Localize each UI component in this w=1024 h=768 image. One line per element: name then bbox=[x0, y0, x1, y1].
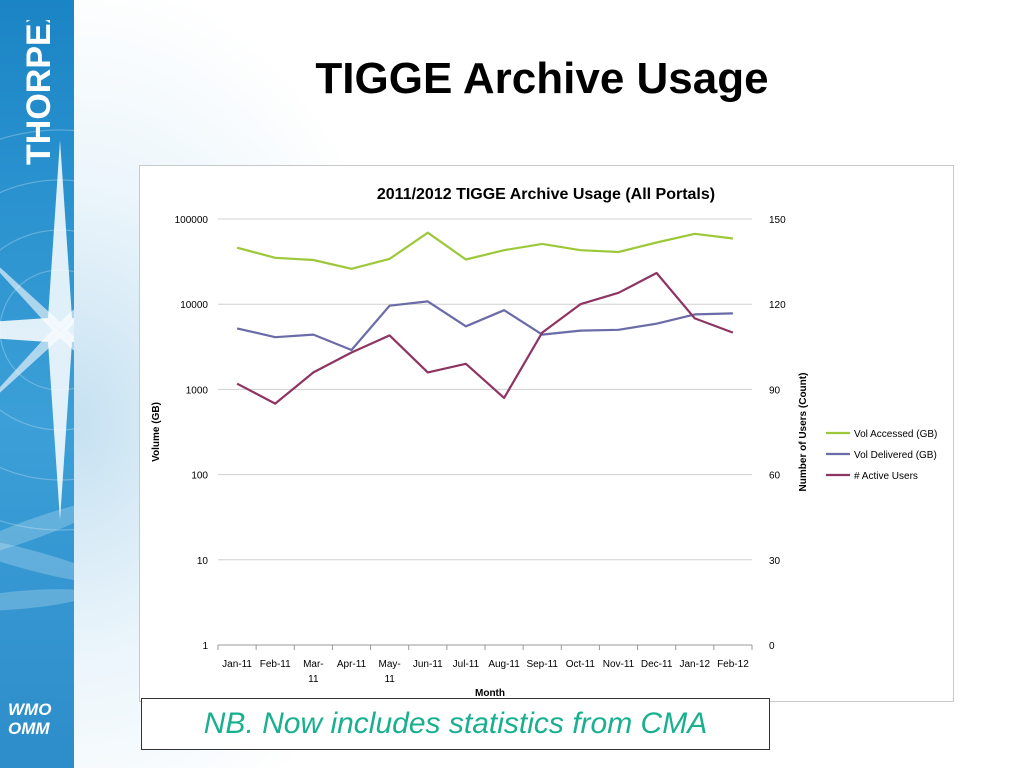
chart-frame: 2011/2012 TIGGE Archive Usage (All Porta… bbox=[139, 165, 954, 702]
legend-label: # Active Users bbox=[854, 471, 918, 482]
y-tick-label: 1 bbox=[202, 641, 208, 652]
y-tick-label: 1000 bbox=[186, 385, 209, 396]
legend-label: Vol Accessed (GB) bbox=[854, 429, 937, 440]
x-tick-label: Jan-11 bbox=[222, 659, 252, 670]
y2-axis-label: Number of Users (Count) bbox=[798, 373, 809, 492]
y-tick-label: 10 bbox=[197, 556, 209, 567]
y2-tick-label: 90 bbox=[769, 385, 781, 396]
chart-svg: 2011/2012 TIGGE Archive Usage (All Porta… bbox=[151, 186, 937, 699]
x-tick-label: Apr-11 bbox=[337, 659, 367, 670]
x-tick-label: Mar-11 bbox=[303, 659, 324, 685]
x-axis-label: Month bbox=[475, 688, 505, 699]
x-tick-label: Feb-12 bbox=[717, 659, 749, 670]
thorpex-logo: THORPEX bbox=[20, 20, 58, 165]
x-tick-label: Dec-11 bbox=[641, 659, 673, 670]
note-box: NB. Now includes statistics from CMA bbox=[141, 698, 770, 750]
x-tick-label: Aug-11 bbox=[488, 659, 520, 670]
y-axis-label: Volume (GB) bbox=[151, 402, 162, 462]
y2-tick-label: 60 bbox=[769, 471, 781, 482]
x-tick-label: Nov-11 bbox=[603, 659, 635, 670]
note-text: NB. Now includes statistics from CMA bbox=[203, 707, 708, 740]
y2-tick-label: 150 bbox=[769, 215, 786, 226]
series-line-2 bbox=[236, 300, 733, 352]
compass-star-decoration bbox=[0, 129, 74, 611]
y2-tick-label: 30 bbox=[769, 556, 781, 567]
series-lines bbox=[236, 231, 734, 405]
y2-tick-label: 120 bbox=[769, 300, 786, 311]
y-tick-label: 10000 bbox=[180, 300, 208, 311]
gridlines bbox=[217, 218, 753, 650]
y2-tick-label: 0 bbox=[769, 641, 775, 652]
sidebar-band: THORPEX WMO OMM bbox=[0, 0, 74, 768]
x-tick-label: May-11 bbox=[379, 659, 401, 685]
y2-axis-ticks: 0 30 60 90 120 150 bbox=[769, 215, 786, 652]
y-tick-label: 100000 bbox=[175, 215, 209, 226]
svg-text:THORPEX: THORPEX bbox=[20, 20, 58, 165]
x-axis-ticks: Jan-11 Feb-11 Mar-11 Apr-11 May-11 Jun-11 Jul-… bbox=[222, 659, 749, 685]
y-axis-ticks: 1 10 100 1000 10000 100000 bbox=[175, 215, 209, 652]
chart-title: 2011/2012 TIGGE Archive Usage (All Porta… bbox=[377, 186, 715, 203]
y-tick-label: 100 bbox=[191, 471, 208, 482]
x-tick-label: Feb-11 bbox=[260, 659, 291, 670]
x-tick-label: Sep-11 bbox=[526, 659, 558, 670]
x-tick-label: Oct-11 bbox=[566, 659, 596, 670]
omm-logo-line: OMM bbox=[8, 719, 50, 738]
series-line-3 bbox=[236, 271, 734, 405]
x-tick-label: Jan-12 bbox=[679, 659, 710, 670]
legend: Vol Accessed (GB) Vol Delivered (GB) # Act… bbox=[826, 429, 937, 482]
legend-label: Vol Delivered (GB) bbox=[854, 450, 937, 461]
series-line-1 bbox=[236, 231, 734, 270]
x-tick-label: Jun-11 bbox=[413, 659, 443, 670]
wmo-omm-logo: WMO OMM bbox=[8, 700, 68, 738]
wmo-logo-line: WMO bbox=[8, 700, 52, 719]
slide-title: TIGGE Archive Usage bbox=[315, 54, 769, 103]
x-tick-label: Jul-11 bbox=[453, 659, 480, 670]
